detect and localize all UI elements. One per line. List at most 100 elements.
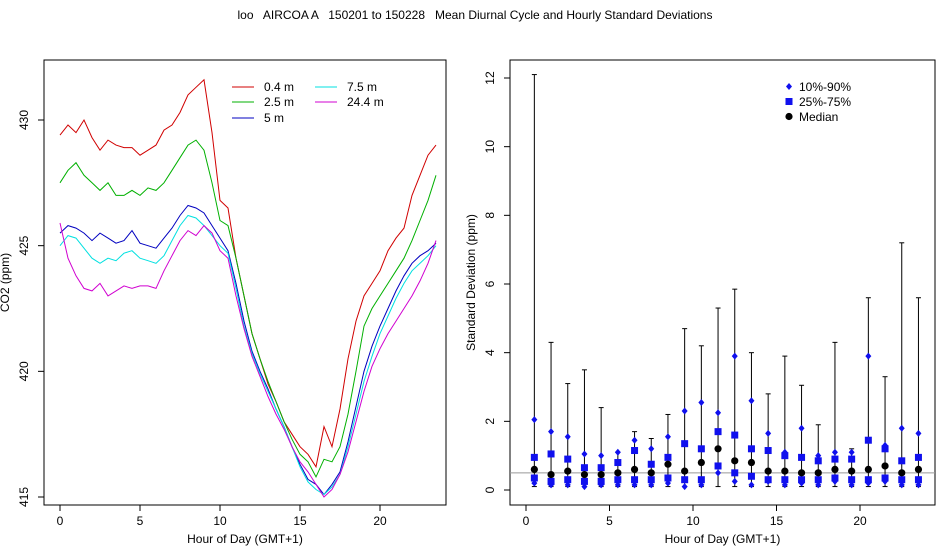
p90-marker-22	[898, 424, 905, 432]
p90-marker-18	[831, 448, 838, 456]
median-marker-7	[647, 469, 655, 477]
median-marker-16	[797, 469, 806, 477]
p90-marker-7	[648, 445, 655, 453]
p10-marker-9	[681, 483, 688, 491]
p25-marker-20	[864, 476, 872, 484]
left-x-tick-label: 5	[137, 514, 144, 528]
p25-marker-1	[547, 477, 555, 485]
p10-marker-12	[731, 477, 738, 485]
p25-marker-18	[831, 474, 839, 482]
p25-marker-3	[580, 477, 588, 485]
p75-marker-2	[564, 455, 572, 463]
sd-legend-label-1: 25%-75%	[799, 95, 851, 109]
median-marker-0	[530, 465, 538, 473]
right-y-tick-label: 12	[483, 71, 497, 85]
median-marker-15	[781, 467, 789, 475]
p25-marker-2	[564, 476, 572, 484]
left-y-tick-label: 425	[17, 235, 31, 255]
co2-series-line-0	[59, 78, 437, 469]
p75-marker-21	[881, 445, 889, 453]
p90-marker-23	[915, 429, 922, 437]
median-marker-20	[864, 465, 872, 473]
left-x-axis-label: Hour of Day (GMT+1)	[187, 532, 303, 546]
p25-marker-7	[647, 476, 655, 484]
p75-marker-1	[547, 450, 555, 458]
median-marker-1	[547, 470, 555, 479]
p75-marker-16	[798, 453, 806, 461]
co2-series-line-3	[59, 214, 437, 496]
p10-marker-13	[748, 481, 755, 489]
legend-label-4: 24.4 m	[347, 95, 384, 109]
p75-marker-20	[864, 436, 872, 444]
p75-marker-14	[764, 447, 772, 455]
p75-marker-11	[714, 428, 722, 436]
median-marker-11	[714, 445, 722, 453]
right-x-tick-label: 20	[853, 514, 867, 528]
p90-marker-2	[564, 433, 571, 441]
right-x-tick-label: 0	[523, 514, 530, 528]
legend-label-3: 7.5 m	[347, 80, 377, 94]
median-marker-4	[597, 470, 605, 479]
p90-marker-4	[598, 452, 605, 460]
median-marker-9	[681, 467, 689, 475]
median-marker-2	[564, 467, 572, 475]
median-marker-8	[664, 460, 672, 468]
p25-marker-5	[614, 476, 622, 484]
p75-marker-7	[647, 460, 655, 468]
p75-marker-18	[831, 455, 839, 463]
right-y-tick-label: 6	[483, 280, 497, 287]
p90-marker-14	[765, 429, 772, 437]
p75-marker-13	[747, 445, 755, 453]
right-x-axis-label: Hour of Day (GMT+1)	[665, 532, 781, 546]
p25-marker-12	[731, 469, 739, 477]
right-y-tick-label: 8	[483, 212, 497, 219]
p25-marker-22	[898, 476, 906, 484]
p90-marker-8	[664, 433, 671, 441]
p90-marker-11	[715, 409, 722, 417]
p25-marker-11	[714, 462, 722, 470]
p25-marker-10	[697, 476, 705, 484]
left-y-tick-label: 415	[17, 487, 31, 507]
p25-marker-4	[597, 477, 605, 485]
right-y-tick-label: 2	[483, 418, 497, 425]
median-marker-17	[814, 469, 822, 477]
p75-marker-22	[898, 457, 906, 465]
p75-marker-9	[681, 440, 689, 448]
median-marker-22	[898, 469, 906, 477]
p75-marker-5	[614, 459, 622, 467]
p25-marker-21	[881, 474, 889, 482]
p90-marker-16	[798, 424, 805, 432]
p25-marker-23	[914, 476, 922, 484]
p75-marker-10	[697, 445, 705, 453]
median-marker-3	[580, 470, 589, 479]
median-marker-6	[630, 465, 639, 473]
left-x-tick-label: 0	[57, 514, 64, 528]
p90-marker-12	[731, 352, 738, 360]
p25-marker-17	[814, 476, 822, 484]
p75-marker-12	[731, 431, 739, 439]
p75-marker-17	[814, 457, 822, 465]
figure-title: loo AIRCOA A 150201 to 150228 Mean Diurn…	[237, 8, 713, 22]
p25-marker-13	[747, 472, 755, 480]
p90-marker-5	[614, 448, 621, 456]
p25-marker-8	[664, 474, 672, 482]
median-marker-12	[731, 457, 739, 465]
right-x-tick-label: 10	[686, 514, 700, 528]
p90-marker-13	[748, 397, 755, 405]
p90-marker-19	[848, 448, 855, 456]
legend-square-symbol	[785, 98, 793, 105]
p90-marker-1	[548, 428, 555, 436]
p75-marker-0	[530, 453, 538, 461]
p25-marker-15	[781, 476, 789, 484]
sd-legend-label-0: 10%-90%	[799, 80, 851, 94]
median-marker-13	[747, 458, 756, 467]
p25-marker-14	[764, 476, 772, 484]
p75-marker-6	[631, 447, 639, 455]
p75-marker-23	[914, 453, 922, 461]
p75-marker-8	[664, 453, 672, 461]
p90-marker-0	[531, 416, 538, 424]
co2-series-line-2	[59, 204, 437, 496]
co2-series-line-4	[59, 222, 437, 498]
p25-marker-0	[530, 474, 538, 482]
